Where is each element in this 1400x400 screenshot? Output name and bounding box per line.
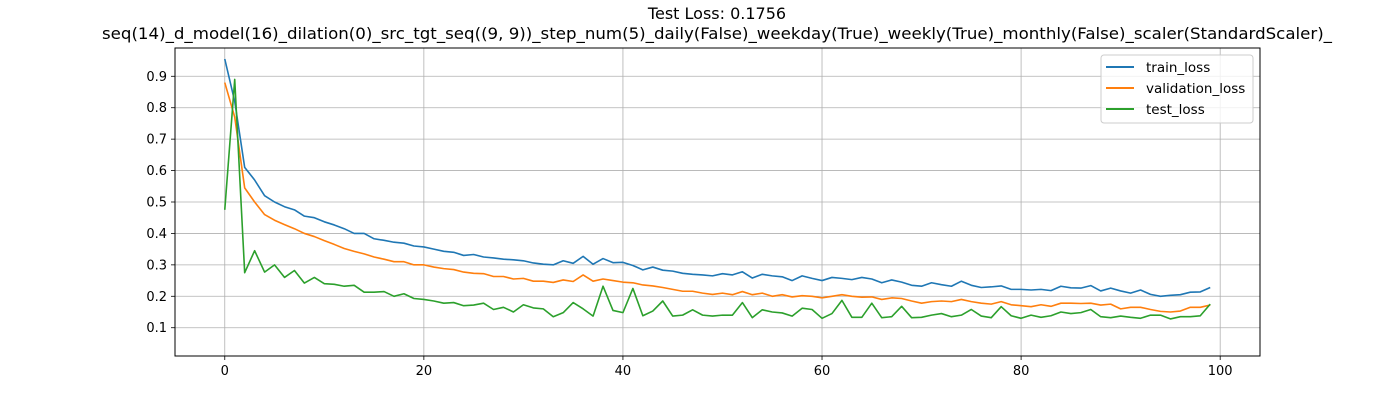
x-tick-label: 60 bbox=[814, 364, 831, 379]
x-tick-label: 80 bbox=[1013, 364, 1030, 379]
legend-label-train-loss: train_loss bbox=[1146, 60, 1210, 76]
y-tick-label: 0.8 bbox=[146, 101, 167, 116]
legend-label-validation-loss: validation_loss bbox=[1146, 81, 1245, 97]
x-tick-label: 100 bbox=[1208, 364, 1233, 379]
y-tick-label: 0.9 bbox=[146, 70, 167, 85]
y-tick-label: 0.1 bbox=[146, 321, 167, 336]
legend-label-test-loss: test_loss bbox=[1146, 102, 1205, 118]
series-lines bbox=[223, 58, 1211, 320]
legend-box bbox=[1100, 54, 1254, 124]
series-line-test-loss bbox=[223, 78, 1211, 320]
x-tick-label: 0 bbox=[221, 364, 229, 379]
series-line-train-loss bbox=[223, 58, 1211, 298]
series-line-validation-loss bbox=[224, 82, 1211, 313]
chart-subtitle: seq(14)_d_model(16)_dilation(0)_src_tgt_… bbox=[102, 24, 1333, 44]
x-tick-label: 40 bbox=[615, 364, 632, 379]
y-tick-label: 0.7 bbox=[146, 133, 167, 148]
y-tick-label: 0.3 bbox=[146, 258, 167, 273]
y-tick-label: 0.2 bbox=[146, 290, 167, 305]
axis-ticks: 0 20 40 60 80 100 0.1 0.2 0.3 0.4 0.5 0.6 0.7 0.8 0.9 bbox=[146, 70, 1232, 379]
y-tick-label: 0.4 bbox=[146, 227, 167, 242]
grid bbox=[175, 48, 1260, 356]
y-tick-label: 0.6 bbox=[146, 164, 167, 179]
chart-title: Test Loss: 0.1756 bbox=[647, 4, 786, 23]
legend: train_loss validation_loss test_loss bbox=[1100, 54, 1254, 124]
x-tick-label: 20 bbox=[416, 364, 433, 379]
y-tick-label: 0.5 bbox=[146, 196, 167, 211]
